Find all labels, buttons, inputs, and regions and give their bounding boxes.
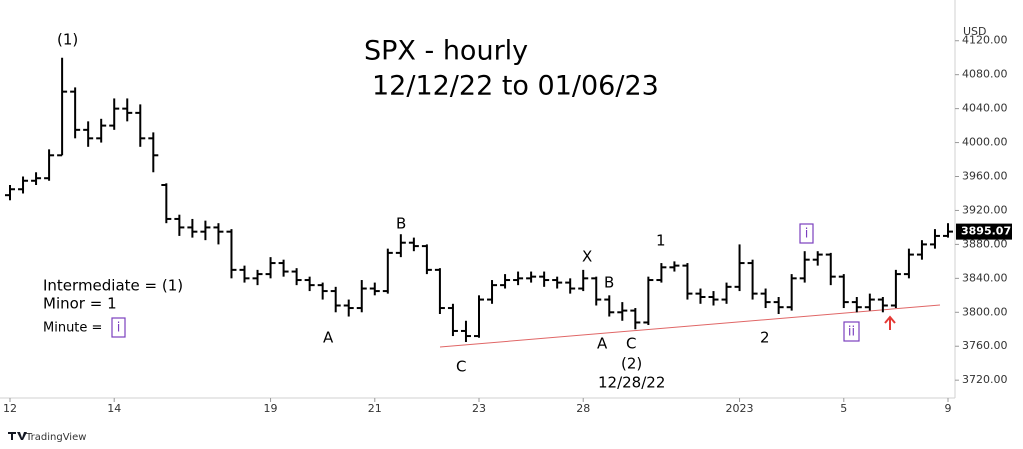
annotation: 12/28/22 — [598, 374, 665, 392]
y-tick-label: 3920.00 — [962, 203, 1008, 216]
x-tick-label: 28 — [576, 402, 590, 415]
y-tick-label: 3880.00 — [962, 237, 1008, 250]
y-tick-label: 3720.00 — [962, 373, 1008, 386]
x-tick-label: 12 — [3, 402, 17, 415]
annotation: 2 — [760, 329, 770, 347]
annotation: A — [597, 335, 608, 353]
chart-subtitle: 12/12/22 to 01/06/23 — [372, 71, 659, 102]
annotation: i — [805, 227, 809, 242]
x-tick-label: 14 — [107, 402, 121, 415]
y-tick-label: 4080.00 — [962, 68, 1008, 81]
last-price-box — [956, 223, 1012, 240]
legend-text: Minor = 1 — [43, 295, 117, 313]
arrow — [884, 315, 896, 330]
annotation: 1 — [656, 232, 666, 250]
y-tick-label: 3960.00 — [962, 170, 1008, 183]
annotation: (1) — [57, 31, 78, 49]
annotation: A — [323, 329, 334, 347]
x-tick-label: 23 — [472, 402, 486, 415]
x-tick-label: 2023 — [726, 402, 754, 415]
annotation: C — [456, 358, 466, 376]
label-box — [843, 321, 860, 342]
annotation: B — [396, 215, 406, 233]
chart-title: SPX - hourly — [364, 36, 528, 67]
legend-text: Intermediate = (1) — [43, 277, 183, 295]
y-tick-label: 3760.00 — [962, 339, 1008, 352]
legend-text: Minute = — [43, 321, 102, 336]
x-tick-label: 21 — [368, 402, 382, 415]
label-box — [111, 317, 126, 338]
annotation: C — [626, 335, 636, 353]
currency: USD — [963, 25, 987, 38]
x-tick-label: 5 — [840, 402, 847, 415]
y-tick-label: 3840.00 — [962, 271, 1008, 284]
annotation: B — [604, 274, 614, 292]
y-tick-label: 4040.00 — [962, 102, 1008, 115]
x-tick-label: 9 — [945, 402, 952, 415]
annotation: ii — [848, 325, 855, 340]
last-price-label: 3895.07 — [961, 225, 1011, 238]
brand: TradingView — [25, 432, 86, 443]
x-tick-label: 19 — [264, 402, 278, 415]
y-tick-label: 4120.00 — [962, 34, 1008, 47]
annotation: X — [582, 248, 592, 266]
annotation: i — [117, 321, 121, 336]
annotation: (2) — [621, 355, 642, 373]
label-box — [799, 223, 814, 244]
y-tick-label: 4000.00 — [962, 136, 1008, 149]
brand-logo — [8, 432, 27, 440]
y-tick-label: 3800.00 — [962, 305, 1008, 318]
